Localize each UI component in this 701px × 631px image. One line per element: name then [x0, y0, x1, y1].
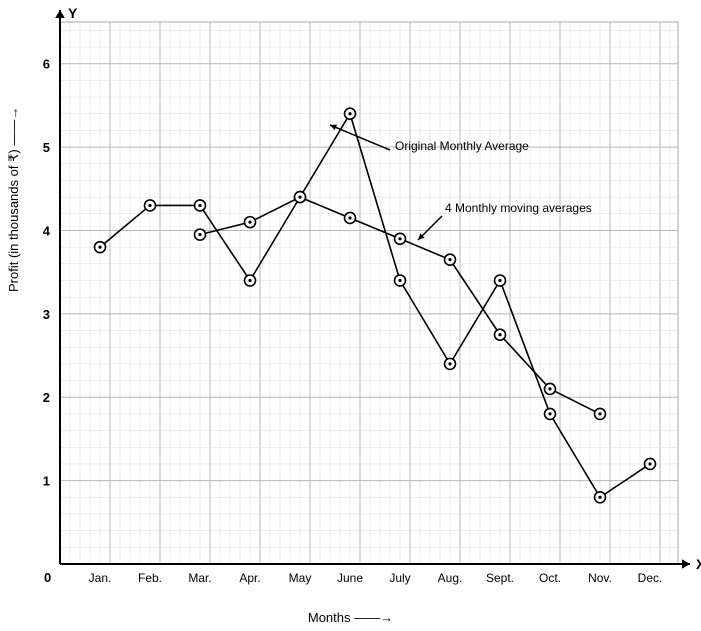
- data-point-marker: [345, 108, 356, 119]
- legend-moving-avg: 4 Monthly moving averages: [418, 201, 592, 240]
- y-tick-label: 5: [43, 140, 50, 155]
- data-point-marker: [245, 275, 256, 286]
- chart-container: X Y 0 1 2 3 4 5 6 Jan. Feb. Mar. Apr. May June July Aug.…: [0, 0, 701, 631]
- data-point-marker: [495, 275, 506, 286]
- series-original: [95, 108, 656, 503]
- x-tick-label: Oct.: [539, 571, 561, 585]
- data-point-marker: [195, 229, 206, 240]
- plot-border: [60, 22, 678, 564]
- x-tick-label: June: [337, 571, 363, 585]
- data-point-marker: [395, 275, 406, 286]
- y-axis-label: Profit (in thousands of ₹) ——→: [6, 107, 22, 292]
- grid: [60, 22, 678, 564]
- x-axis-end-label: X: [696, 556, 701, 572]
- x-tick-label: Apr.: [239, 571, 260, 585]
- x-tick-label: May: [289, 571, 312, 585]
- origin-label: 0: [44, 570, 51, 585]
- data-point-marker: [495, 329, 506, 340]
- data-point-marker: [95, 242, 106, 253]
- y-tick-label: 3: [43, 307, 50, 322]
- data-point-marker: [245, 217, 256, 228]
- x-axis-label: Months ——→: [308, 610, 393, 625]
- y-tick-label: 6: [43, 57, 50, 72]
- y-tick-label: 4: [43, 223, 51, 238]
- x-tick-label: Jan.: [89, 571, 112, 585]
- x-tick-label: Sept.: [486, 571, 514, 585]
- x-tick-label: Dec.: [638, 571, 663, 585]
- x-tick-label: July: [389, 571, 410, 585]
- data-point-marker: [545, 383, 556, 394]
- data-point-marker: [145, 200, 156, 211]
- x-tick-label: Nov.: [588, 571, 612, 585]
- x-tick-label: Mar.: [188, 571, 211, 585]
- chart-svg: X Y 0 1 2 3 4 5 6 Jan. Feb. Mar. Apr. May June July Aug.…: [0, 0, 701, 631]
- x-tick-label: Feb.: [138, 571, 162, 585]
- data-point-marker: [445, 254, 456, 265]
- data-point-marker: [595, 408, 606, 419]
- data-point-marker: [645, 458, 656, 469]
- y-tick-label: 1: [43, 474, 50, 489]
- data-point-marker: [445, 358, 456, 369]
- data-point-marker: [595, 492, 606, 503]
- data-point-marker: [345, 212, 356, 223]
- y-axis-end-label: Y: [68, 5, 78, 21]
- legend-label: 4 Monthly moving averages: [445, 201, 592, 215]
- data-point-marker: [395, 233, 406, 244]
- y-tick-label: 2: [43, 390, 50, 405]
- data-point-marker: [295, 192, 306, 203]
- data-point-marker: [195, 200, 206, 211]
- data-point-marker: [545, 408, 556, 419]
- x-tick-label: Aug.: [438, 571, 463, 585]
- legend-label: Original Monthly Average: [395, 139, 529, 153]
